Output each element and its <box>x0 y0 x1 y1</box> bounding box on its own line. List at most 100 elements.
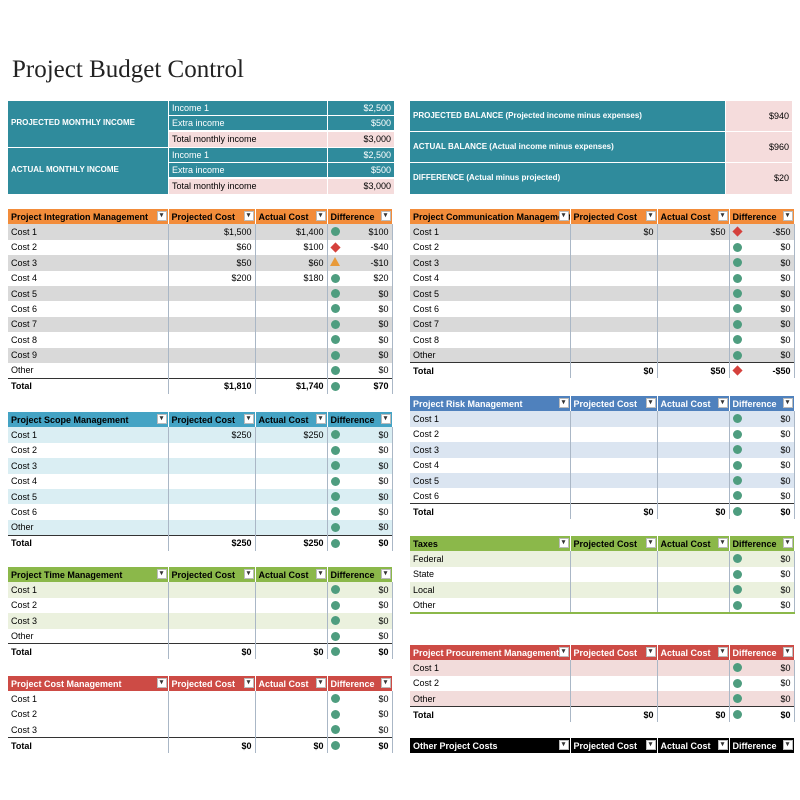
actual-cost-cell[interactable] <box>656 316 730 333</box>
row-label[interactable]: Cost 2 <box>410 426 571 443</box>
projected-cost-cell[interactable] <box>569 316 658 333</box>
actual-cost-cell[interactable] <box>656 691 730 707</box>
projected-cost-cell[interactable] <box>569 301 658 317</box>
projected-cost-cell[interactable] <box>167 473 256 489</box>
projected-cost-cell[interactable] <box>167 628 256 644</box>
filter-dropdown-icon[interactable]: ▾ <box>243 678 254 688</box>
projected-cost-cell[interactable]: $0 <box>167 643 256 660</box>
actual-cost-cell[interactable]: $180 <box>254 270 328 286</box>
projected-cost-cell[interactable] <box>167 519 256 536</box>
column-header[interactable]: Actual Cost ▾ <box>255 676 328 692</box>
projected-cost-cell[interactable]: $1,500 <box>167 224 256 240</box>
column-header[interactable]: Actual Cost ▾ <box>657 396 730 412</box>
projected-cost-cell[interactable] <box>167 362 256 379</box>
actual-extra-income-value[interactable]: $500 <box>328 163 394 178</box>
row-label[interactable]: Cost 3 <box>8 613 169 629</box>
row-label[interactable]: Cost 9 <box>8 347 169 363</box>
actual-cost-cell[interactable] <box>254 362 328 379</box>
column-header[interactable]: Project Cost Management ▾ <box>8 676 169 692</box>
row-label[interactable]: Cost 4 <box>8 270 169 286</box>
actual-cost-cell[interactable] <box>656 301 730 317</box>
filter-dropdown-icon[interactable]: ▾ <box>645 647 656 657</box>
row-label[interactable]: Total <box>8 377 169 394</box>
filter-dropdown-icon[interactable]: ▾ <box>315 414 326 424</box>
row-label[interactable]: Cost 6 <box>410 488 571 504</box>
actual-cost-cell[interactable] <box>656 551 730 567</box>
row-label[interactable]: Cost 1 <box>8 582 169 598</box>
filter-dropdown-icon[interactable]: ▾ <box>156 569 167 579</box>
row-label[interactable]: Cost 3 <box>410 255 571 271</box>
filter-dropdown-icon[interactable]: ▾ <box>243 414 254 424</box>
projected-cost-cell[interactable] <box>569 551 658 567</box>
filter-dropdown-icon[interactable]: ▾ <box>558 211 569 221</box>
row-label[interactable]: Cost 3 <box>8 458 169 474</box>
filter-dropdown-icon[interactable]: ▾ <box>558 740 569 750</box>
filter-dropdown-icon[interactable]: ▾ <box>380 678 391 688</box>
filter-dropdown-icon[interactable]: ▾ <box>717 211 728 221</box>
actual-cost-cell[interactable]: $50 <box>656 224 730 240</box>
actual-cost-cell[interactable] <box>254 628 328 644</box>
actual-cost-cell[interactable] <box>656 347 730 363</box>
projected-cost-cell[interactable] <box>569 255 658 271</box>
row-label[interactable]: Total <box>410 503 571 520</box>
projected-extra-income-label[interactable]: Extra income <box>169 116 327 131</box>
projected-cost-cell[interactable]: $0 <box>167 737 256 753</box>
row-label[interactable]: Cost 3 <box>8 722 169 738</box>
filter-dropdown-icon[interactable]: ▾ <box>782 647 793 657</box>
row-label[interactable]: Other <box>8 519 169 536</box>
projected-cost-cell[interactable] <box>569 472 658 489</box>
actual-cost-cell[interactable] <box>254 519 328 536</box>
row-label[interactable]: Cost 1 <box>410 224 571 240</box>
column-header[interactable]: Taxes ▾ <box>410 536 571 552</box>
projected-cost-cell[interactable] <box>569 691 658 707</box>
actual-cost-cell[interactable] <box>656 239 730 256</box>
filter-dropdown-icon[interactable]: ▾ <box>645 211 656 221</box>
actual-cost-cell[interactable] <box>254 285 328 302</box>
filter-dropdown-icon[interactable]: ▾ <box>156 678 167 688</box>
filter-dropdown-icon[interactable]: ▾ <box>243 211 254 221</box>
column-header[interactable]: Projected Cost ▾ <box>570 209 658 225</box>
row-label[interactable]: Total <box>8 643 169 660</box>
column-header[interactable]: Projected Cost ▾ <box>570 396 658 412</box>
column-header[interactable]: Actual Cost ▾ <box>255 567 328 583</box>
projected-cost-cell[interactable] <box>167 285 256 302</box>
projected-cost-cell[interactable] <box>569 597 658 614</box>
column-header[interactable]: Difference ▾ <box>729 396 795 412</box>
actual-cost-cell[interactable]: $60 <box>254 255 328 271</box>
row-label[interactable]: Cost 2 <box>8 706 169 723</box>
projected-cost-cell[interactable] <box>167 458 256 474</box>
row-label[interactable]: Cost 2 <box>8 597 169 614</box>
actual-cost-cell[interactable] <box>656 660 730 676</box>
actual-cost-cell[interactable] <box>656 426 730 443</box>
projected-cost-cell[interactable] <box>569 426 658 443</box>
filter-dropdown-icon[interactable]: ▾ <box>717 647 728 657</box>
projected-cost-cell[interactable] <box>569 675 658 692</box>
row-label[interactable]: Cost 6 <box>8 301 169 317</box>
actual-cost-cell[interactable] <box>254 613 328 629</box>
column-header[interactable]: Projected Cost ▾ <box>168 676 256 692</box>
projected-income-1-value[interactable]: $2,500 <box>328 101 394 116</box>
row-label[interactable]: Other <box>410 597 571 614</box>
filter-dropdown-icon[interactable]: ▾ <box>717 398 728 408</box>
column-header[interactable]: Projected Cost ▾ <box>168 209 256 225</box>
column-header[interactable]: Difference ▾ <box>729 738 795 754</box>
column-header[interactable]: Project Procurement Management ▾ <box>410 645 571 661</box>
actual-cost-cell[interactable] <box>254 582 328 598</box>
projected-cost-cell[interactable] <box>167 582 256 598</box>
actual-cost-cell[interactable] <box>254 442 328 459</box>
actual-cost-cell[interactable] <box>656 675 730 692</box>
actual-cost-cell[interactable]: $250 <box>254 534 328 551</box>
column-header[interactable]: Actual Cost ▾ <box>657 738 730 754</box>
projected-cost-cell[interactable] <box>167 504 256 520</box>
row-label[interactable]: Total <box>8 534 169 551</box>
row-label[interactable]: Cost 6 <box>8 504 169 520</box>
actual-cost-cell[interactable] <box>656 582 730 598</box>
column-header[interactable]: Difference ▾ <box>327 412 393 428</box>
projected-cost-cell[interactable] <box>569 660 658 676</box>
projected-cost-cell[interactable]: $50 <box>167 255 256 271</box>
actual-cost-cell[interactable] <box>254 488 328 505</box>
column-header[interactable]: Project Risk Management ▾ <box>410 396 571 412</box>
column-header[interactable]: Actual Cost ▾ <box>657 645 730 661</box>
row-label[interactable]: Cost 5 <box>8 285 169 302</box>
projected-cost-cell[interactable]: $1,810 <box>167 377 256 394</box>
